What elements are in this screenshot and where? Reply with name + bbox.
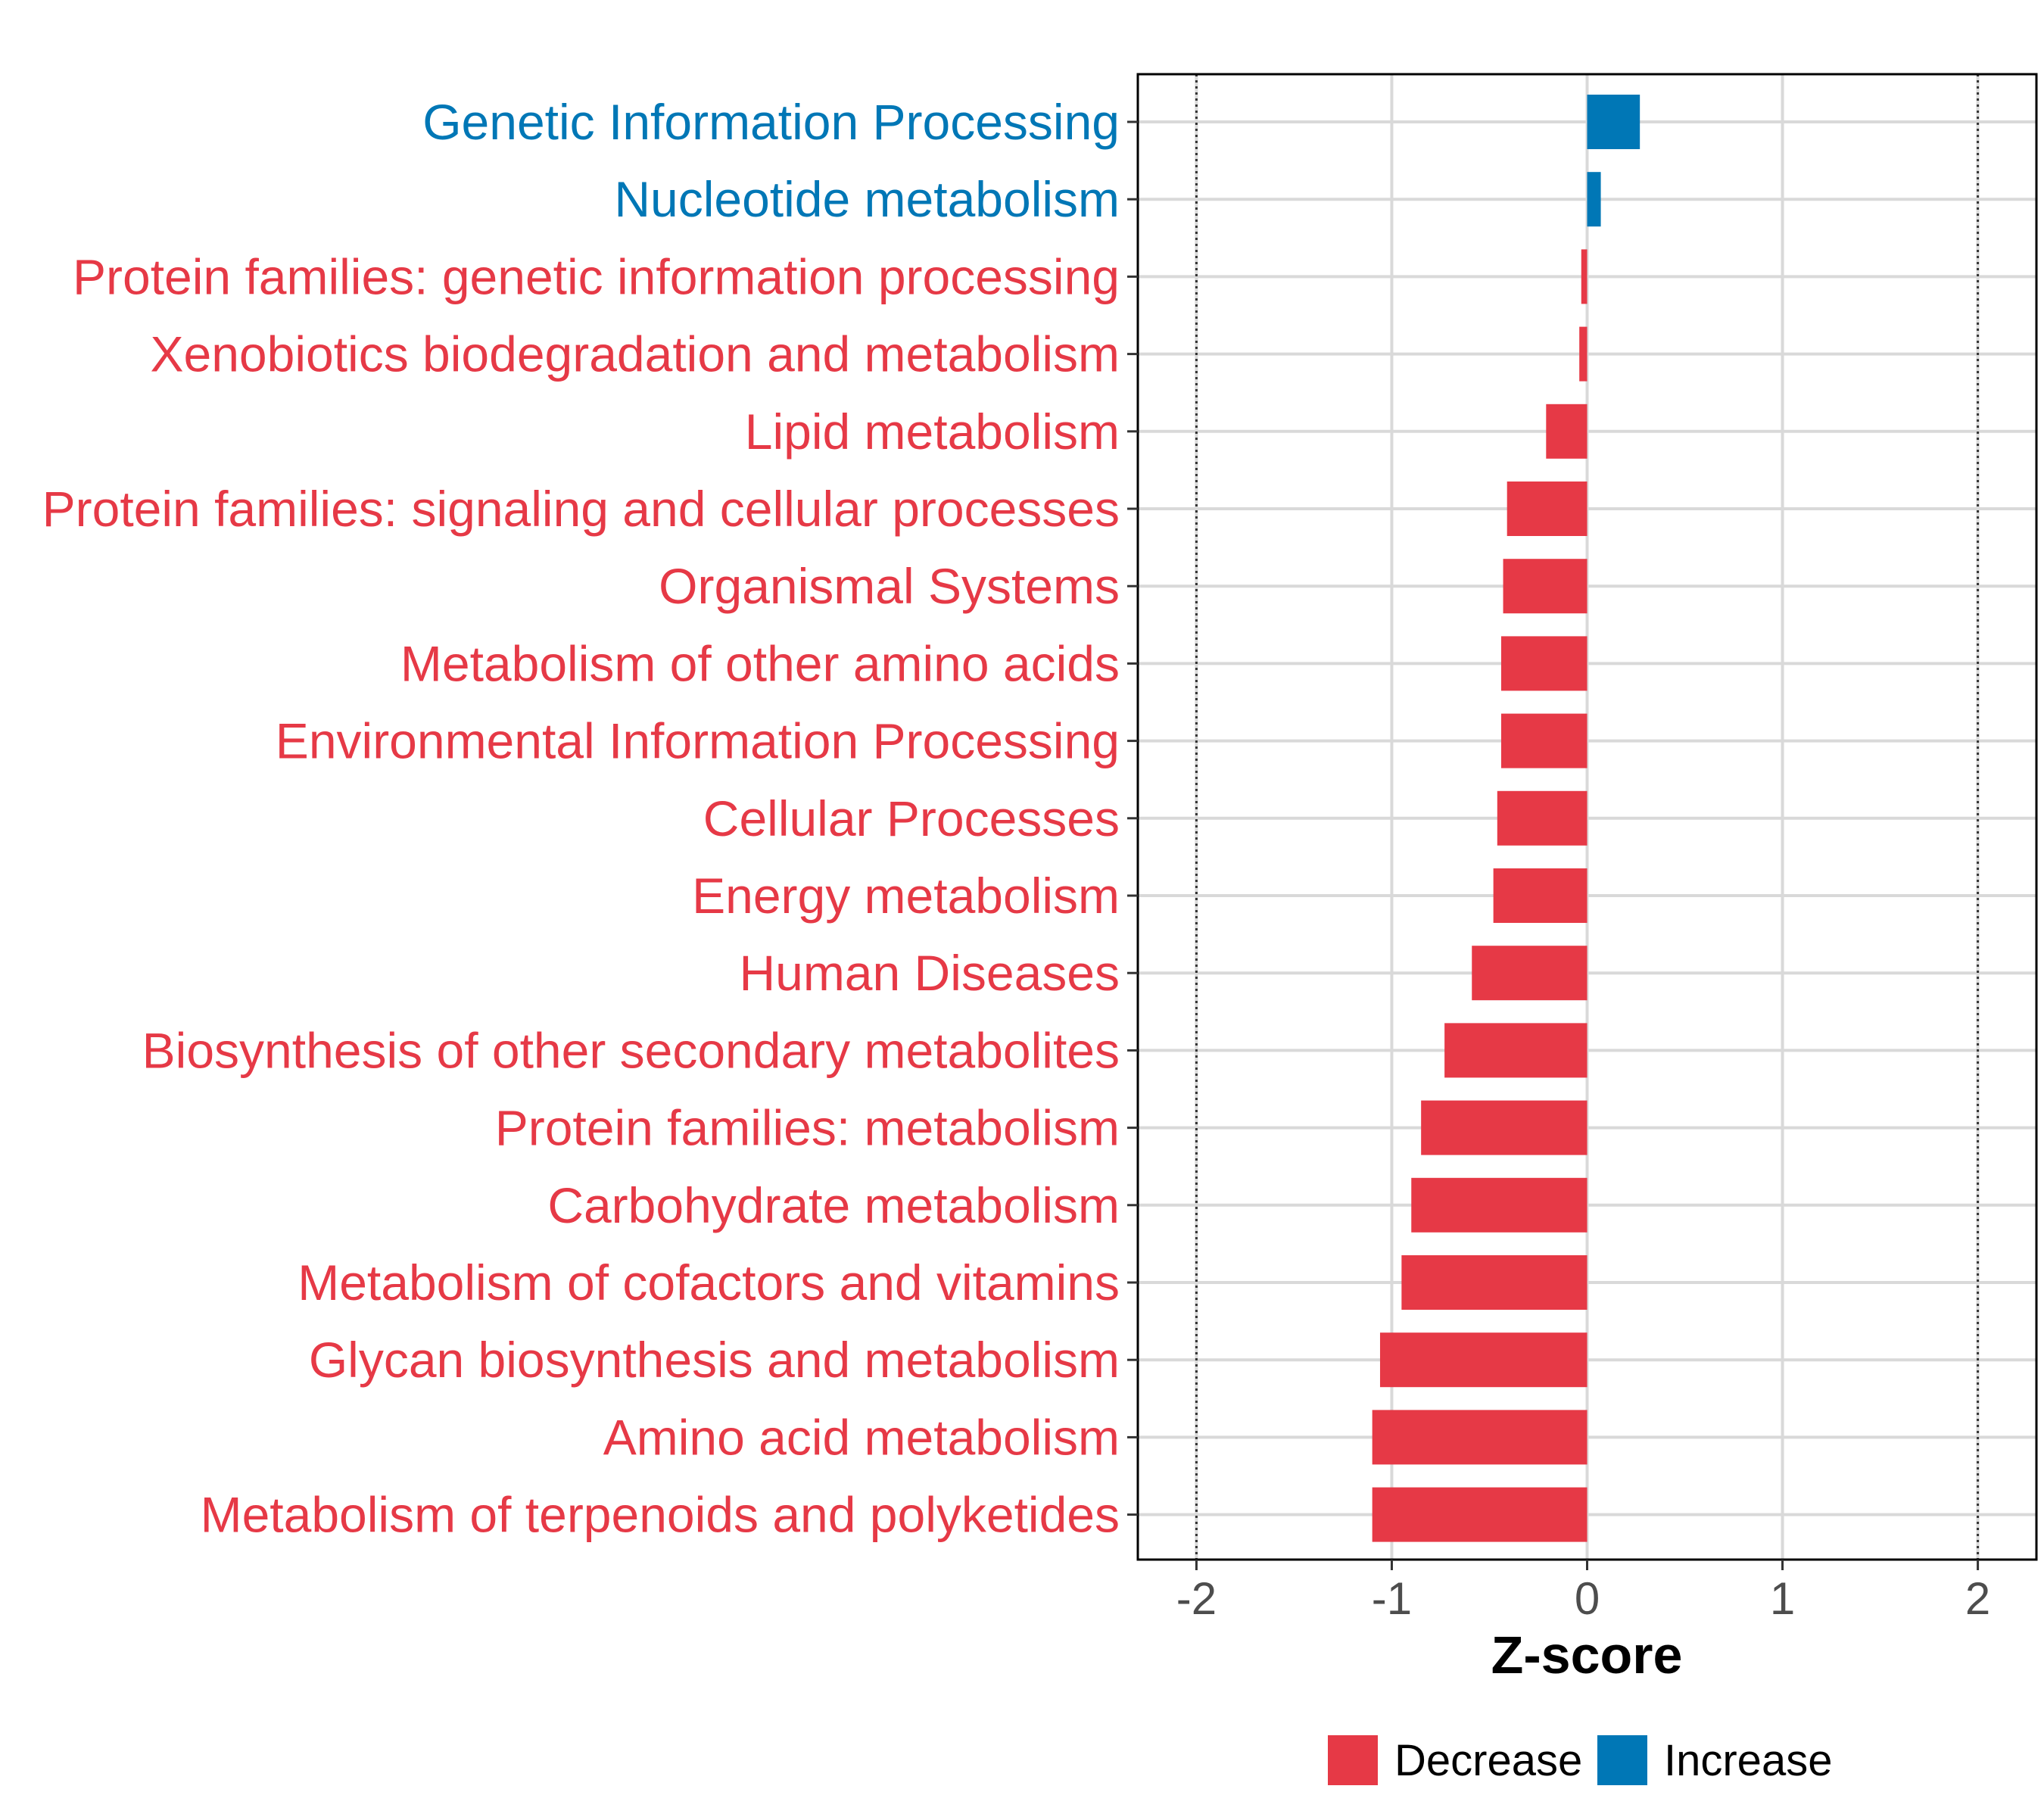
bar (1444, 1023, 1588, 1078)
x-tick-label: 1 (1770, 1573, 1795, 1624)
x-tick-label: -1 (1372, 1573, 1412, 1624)
category-label: Protein families: metabolism (495, 1100, 1120, 1156)
bar (1372, 1410, 1588, 1465)
x-tick-label: 0 (1575, 1573, 1600, 1624)
bar (1500, 713, 1588, 768)
legend-label: Decrease (1394, 1736, 1582, 1785)
bar (1497, 790, 1588, 846)
bar (1401, 1255, 1588, 1310)
category-label: Cellular Processes (703, 790, 1120, 846)
category-label: Protein families: genetic information pr… (73, 248, 1120, 304)
category-label: Genetic Information Processing (422, 94, 1120, 150)
x-axis-ticks: -2 -1 0 1 2 (1176, 1560, 1990, 1624)
category-label: Xenobiotics biodegradation and metabolis… (151, 326, 1120, 382)
bar (1581, 249, 1588, 304)
category-label: Environmental Information Processing (276, 713, 1120, 769)
category-label: Protein families: signaling and cellular… (42, 481, 1120, 537)
category-label: Energy metabolism (692, 868, 1120, 924)
category-labels: Genetic Information Processing Nucleotide… (42, 94, 1120, 1543)
bar (1503, 559, 1588, 614)
bar (1493, 868, 1588, 923)
x-axis-title: Z-score (1491, 1625, 1683, 1685)
category-label: Metabolism of terpenoids and polyketides (201, 1487, 1120, 1543)
category-label: Metabolism of other amino acids (400, 635, 1120, 691)
bar (1587, 172, 1601, 227)
legend: Decrease Increase (1328, 1735, 1832, 1785)
bar (1579, 326, 1588, 382)
category-label: Glycan biosynthesis and metabolism (309, 1332, 1120, 1388)
legend-key (1328, 1735, 1378, 1785)
y-axis-ticks (1127, 120, 1138, 1516)
category-label: Organismal Systems (659, 558, 1120, 614)
bar (1421, 1100, 1588, 1155)
category-label: Carbohydrate metabolism (547, 1177, 1120, 1233)
x-tick-label: -2 (1176, 1573, 1217, 1624)
bar (1546, 404, 1588, 459)
category-label: Human Diseases (739, 945, 1120, 1001)
category-label: Lipid metabolism (745, 404, 1120, 460)
x-tick-label: 2 (1965, 1573, 1990, 1624)
category-label: Nucleotide metabolism (614, 171, 1120, 227)
legend-label: Increase (1664, 1736, 1832, 1785)
category-label: Metabolism of cofactors and vitamins (298, 1254, 1120, 1311)
bar (1507, 482, 1588, 536)
bar (1379, 1332, 1588, 1388)
bar (1587, 95, 1640, 149)
category-label: Biosynthesis of other secondary metaboli… (142, 1022, 1120, 1078)
legend-key (1597, 1735, 1647, 1785)
category-label: Amino acid metabolism (603, 1409, 1120, 1465)
bar (1472, 946, 1588, 1001)
bar-layer (1372, 95, 1640, 1542)
bar (1500, 636, 1588, 691)
bar (1372, 1487, 1588, 1542)
bar (1411, 1177, 1588, 1233)
